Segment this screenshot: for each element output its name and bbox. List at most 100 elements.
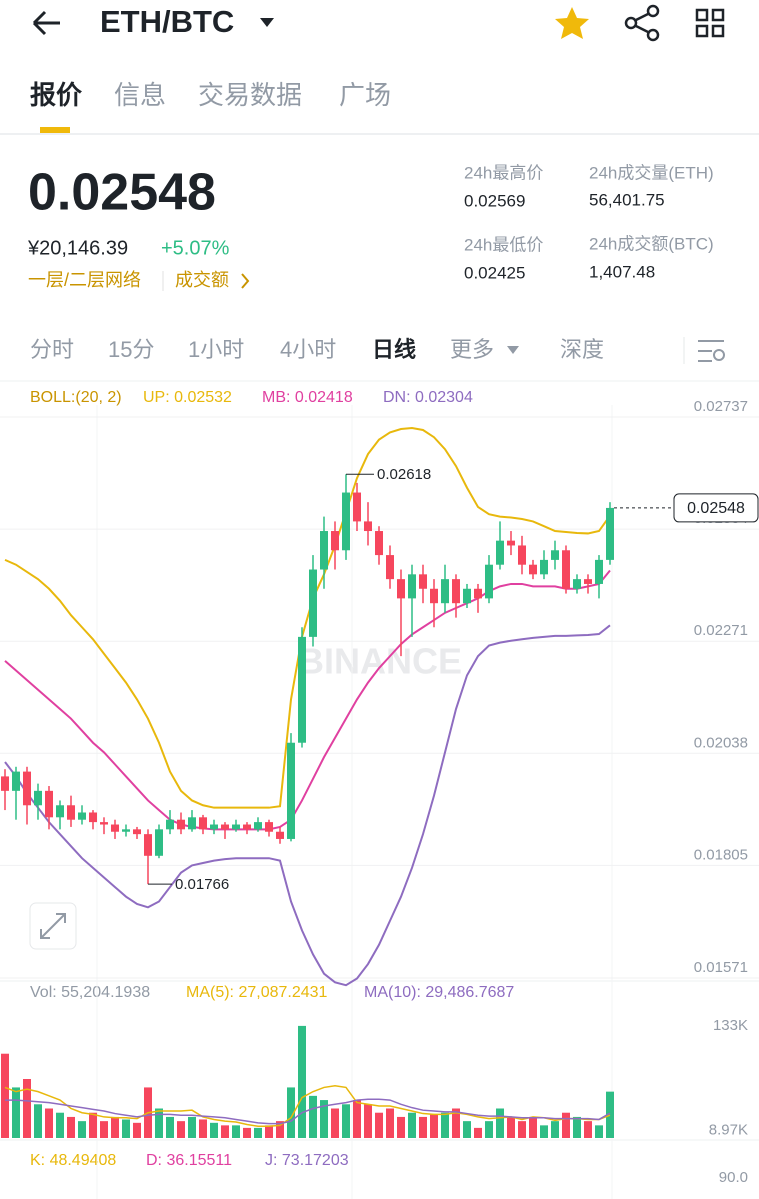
candle-body [452,579,460,604]
last-price-label: 0.02548 [687,500,745,517]
volume-bar [529,1116,537,1138]
stat-value: 0.02569 [464,191,525,210]
volume-bar [507,1116,515,1138]
volume-bar [276,1121,284,1138]
candle-body [595,559,603,584]
volume-bar [199,1119,207,1138]
grid-menu[interactable] [695,8,725,38]
volume-bar [573,1116,581,1138]
low-label: 0.01766 [175,876,229,893]
candle-body [496,540,504,565]
volume-bar [287,1087,295,1138]
volume-bar [485,1121,493,1138]
interval[interactable]: 15分 [108,337,154,362]
candle-body [287,742,295,839]
volume-bar [298,1025,306,1138]
volume-bar [430,1114,438,1138]
y-tick-label: 0.02737 [694,398,748,415]
stat-value: 0.02425 [464,263,525,282]
candle-body [23,771,31,806]
candle-body [254,822,262,830]
volume-bar [331,1108,339,1138]
legend: MA(5): 27,087.2431 [186,984,328,1001]
volume-bar [221,1125,229,1138]
volume-bar [397,1116,405,1138]
candle-body [133,829,141,835]
network-link[interactable]: 一层/二层网络 [28,270,141,290]
candle-body [551,550,559,560]
y-tick-label: 8.97K [709,1121,748,1138]
interval[interactable]: 日线 [372,337,416,362]
candle-body [188,817,196,830]
candle-body [441,579,449,604]
legend: DN: 0.02304 [383,389,473,406]
back-button[interactable] [32,10,60,36]
candle-body [1,776,9,791]
high-label: 0.02618 [377,466,431,483]
volume-bar [111,1116,119,1138]
candle-body [540,559,548,575]
turnover-link[interactable]: 成交额 [175,270,229,290]
stat-value: 56,401.75 [589,190,665,209]
volume-bar [518,1121,526,1138]
volume-bar [386,1108,394,1138]
share-button[interactable] [624,4,660,42]
pair-title[interactable]: ETH/BTC [100,4,234,39]
candle-body [573,579,581,589]
volume-bar [408,1112,416,1138]
tab[interactable]: 信息 [114,80,166,110]
candle-body [419,574,427,589]
volume-bar [34,1104,42,1138]
cny-price: ¥20,146.39 [27,237,128,259]
volume-bar [419,1116,427,1138]
volume-bar [133,1122,141,1138]
candle-body [111,824,119,832]
volume-bar [67,1116,75,1138]
favorite-star[interactable] [555,7,589,39]
candle-body [474,588,482,599]
volume-bar [375,1112,383,1138]
pair-caret[interactable] [260,18,274,27]
interval[interactable]: 4小时 [280,337,336,362]
candle-body [122,829,130,832]
legend: BOLL:(20, 2) [30,389,122,406]
candle-body [45,790,53,818]
candle-body [67,805,75,820]
chevron [241,273,250,289]
candle-body [375,531,383,556]
tab[interactable]: 交易数据 [198,80,302,110]
candle-body [562,550,570,589]
candle-body [298,636,306,743]
interval[interactable]: 1小时 [188,337,244,362]
candle-body [584,579,592,584]
legend: J: 73.17203 [265,1152,349,1169]
volume-bar [100,1121,108,1138]
volume-bar [45,1108,53,1138]
candle-body [518,545,526,565]
candle-body [232,824,240,830]
volume-bar [364,1104,372,1138]
candle-body [199,817,207,830]
candle-body [507,540,515,546]
tab[interactable]: 广场 [339,80,391,110]
volume-bar [551,1121,559,1138]
interval[interactable]: 深度 [560,337,604,362]
volume-bar [584,1121,592,1138]
volume-bar [595,1125,603,1138]
volume-bar [452,1108,460,1138]
y-tick-label: 0.02271 [694,622,748,639]
interval[interactable]: 分时 [30,337,74,362]
stat-label: 24h最高价 [464,163,543,182]
candle-body [89,812,97,823]
interval[interactable]: 更多 [450,337,494,362]
tab[interactable]: 报价 [30,80,83,110]
volume-bar [606,1091,614,1138]
expand-icon [40,913,66,939]
candle-body [320,531,328,570]
candle-body [144,834,152,856]
settings-button[interactable] [698,340,725,362]
volume-bar [177,1121,185,1138]
